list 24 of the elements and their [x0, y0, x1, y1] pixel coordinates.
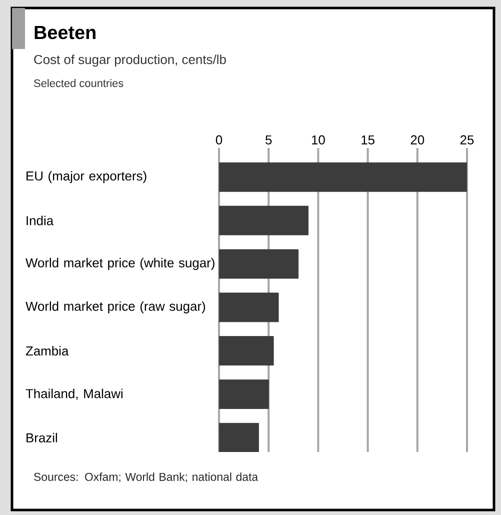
- bar: [219, 336, 274, 366]
- chart-subtitle: Cost of sugar production, cents/lb: [34, 54, 226, 67]
- bar: [219, 292, 279, 322]
- bar: [219, 162, 467, 192]
- bar: [219, 422, 259, 452]
- y-tick-label: World market price (raw sugar): [26, 301, 206, 314]
- x-tick-label: 20: [410, 135, 424, 144]
- y-tick-label: EU (major exporters): [26, 171, 146, 184]
- y-tick-label: India: [26, 216, 54, 226]
- bar: [219, 206, 308, 236]
- x-tick-label: 0: [216, 135, 222, 144]
- source-note: Sources: Oxfam; World Bank; national data: [34, 472, 258, 482]
- bar: [219, 380, 269, 409]
- text: Beeten: [34, 26, 96, 40]
- y-tick-label: Zambia: [26, 346, 69, 356]
- x-tick-label: 10: [312, 135, 325, 144]
- text: Selected countries: [34, 79, 124, 88]
- x-tick-label: 15: [362, 135, 374, 144]
- y-tick-label: Thailand, Malawi: [26, 388, 122, 400]
- x-tick-label: 5: [266, 135, 272, 144]
- x-tick-label: 25: [460, 135, 474, 144]
- y-tick-label: World market price (white sugar): [26, 258, 214, 270]
- bar: [219, 249, 299, 279]
- y-tick-label: Brazil: [26, 432, 57, 442]
